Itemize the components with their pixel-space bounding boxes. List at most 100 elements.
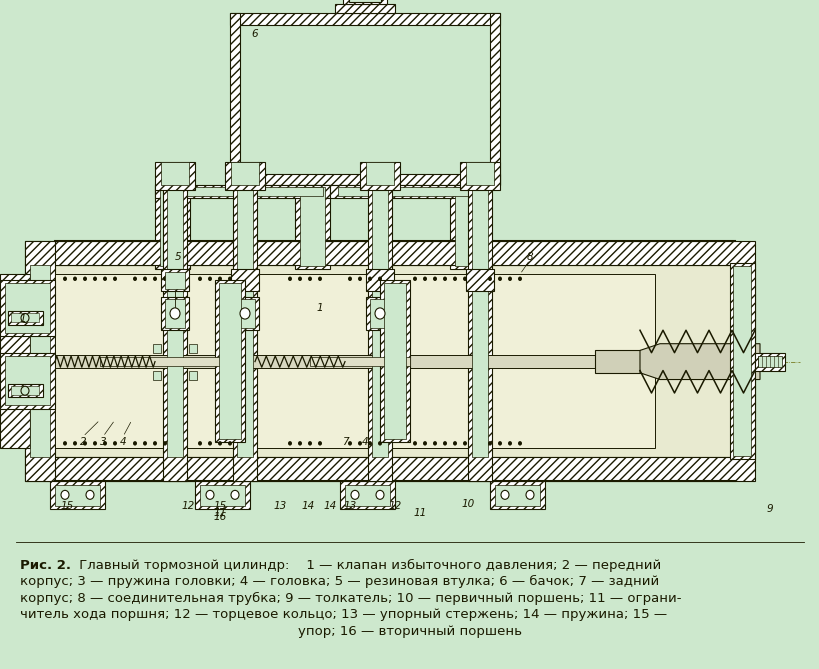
Bar [368, 173, 391, 482]
Bar [165, 272, 185, 289]
Bar [5, 283, 50, 332]
Text: 15: 15 [61, 501, 74, 511]
Bar [235, 299, 255, 328]
Circle shape [153, 441, 156, 446]
Circle shape [231, 490, 238, 499]
Circle shape [218, 276, 222, 281]
Circle shape [61, 490, 69, 499]
Circle shape [525, 490, 533, 499]
Bar [329, 185, 484, 198]
Bar [25, 266, 754, 457]
Circle shape [368, 276, 372, 281]
Text: 1: 1 [316, 303, 323, 313]
Bar [55, 485, 100, 506]
Circle shape [208, 276, 212, 281]
Circle shape [378, 441, 382, 446]
Bar [337, 187, 477, 196]
Bar [459, 163, 500, 190]
Bar [468, 173, 491, 482]
Circle shape [358, 441, 361, 446]
Circle shape [413, 441, 417, 446]
Circle shape [413, 276, 417, 281]
Bar [0, 280, 55, 336]
Bar [50, 482, 105, 509]
Bar [335, 5, 395, 13]
Circle shape [287, 276, 292, 281]
Text: 8: 8 [526, 252, 532, 262]
Text: 14: 14 [323, 501, 337, 511]
Circle shape [206, 490, 214, 499]
Bar [167, 179, 183, 457]
Circle shape [374, 308, 385, 319]
Bar [757, 356, 781, 367]
Circle shape [143, 441, 147, 446]
Circle shape [208, 441, 212, 446]
Circle shape [376, 490, 383, 499]
Circle shape [442, 276, 446, 281]
Circle shape [63, 441, 67, 446]
Bar [161, 269, 188, 291]
Bar [595, 351, 645, 373]
Bar [450, 185, 484, 269]
Bar [25, 241, 55, 482]
Bar [155, 185, 190, 269]
Bar [0, 274, 30, 448]
Circle shape [508, 441, 511, 446]
Bar [155, 163, 195, 190]
Bar [200, 485, 245, 506]
Bar [495, 485, 540, 506]
Bar [155, 185, 329, 198]
Bar [465, 163, 493, 185]
Circle shape [497, 441, 501, 446]
Circle shape [93, 276, 97, 281]
Circle shape [318, 441, 322, 446]
Bar [231, 296, 259, 330]
Text: 4: 4 [120, 438, 126, 447]
Circle shape [452, 276, 456, 281]
Circle shape [113, 276, 117, 281]
Circle shape [163, 441, 167, 446]
Text: 16: 16 [213, 512, 226, 522]
Circle shape [197, 276, 201, 281]
Circle shape [113, 441, 117, 446]
Circle shape [442, 441, 446, 446]
Circle shape [518, 276, 522, 281]
Bar [345, 485, 390, 506]
Bar [11, 386, 39, 395]
Text: 1: 1 [20, 314, 26, 324]
Bar [372, 179, 387, 457]
Bar [229, 13, 500, 25]
Bar [188, 371, 197, 379]
Bar [55, 355, 634, 369]
Bar [153, 344, 161, 353]
Text: 9: 9 [766, 504, 772, 514]
Bar [55, 274, 654, 448]
Circle shape [287, 441, 292, 446]
Circle shape [487, 276, 491, 281]
Circle shape [170, 308, 180, 319]
Bar [30, 266, 50, 457]
Circle shape [368, 441, 372, 446]
Bar [349, 0, 381, 2]
Bar [165, 299, 185, 328]
Bar [219, 283, 241, 439]
Circle shape [240, 308, 250, 319]
Bar [233, 173, 256, 482]
Text: 12: 12 [181, 501, 194, 511]
Circle shape [308, 276, 311, 281]
Circle shape [463, 441, 467, 446]
Circle shape [83, 441, 87, 446]
Bar [240, 25, 490, 173]
Text: Главный тормозной цилиндр:    1 — клапан избыточного давления; 2 — передний: Главный тормозной цилиндр: 1 — клапан из… [75, 559, 660, 572]
Circle shape [308, 441, 311, 446]
Circle shape [93, 441, 97, 446]
Bar [490, 482, 545, 509]
Text: упор; 16 — вторичный поршень: упор; 16 — вторичный поршень [297, 625, 522, 638]
Text: 3: 3 [100, 438, 106, 447]
Bar [754, 353, 784, 371]
Circle shape [423, 276, 427, 281]
Circle shape [86, 490, 94, 499]
Circle shape [63, 276, 67, 281]
Text: 6: 6 [251, 29, 258, 39]
Text: 10: 10 [461, 499, 474, 509]
